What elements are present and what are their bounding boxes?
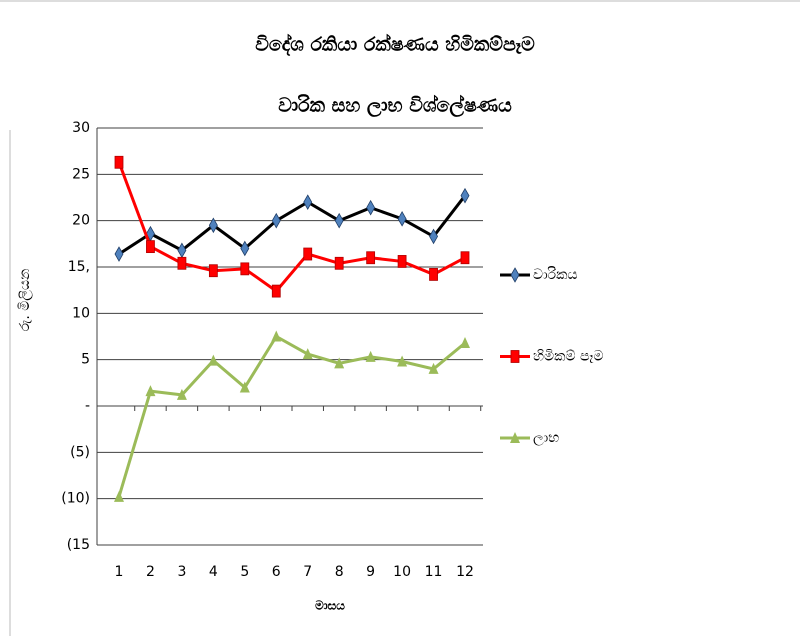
marker (334, 212, 344, 229)
marker (145, 385, 156, 397)
x-tick-label: 1 (115, 564, 124, 580)
marker (177, 242, 187, 259)
y-tick-label: 15, (68, 259, 90, 275)
marker (208, 217, 218, 234)
marker (208, 354, 219, 366)
marker (366, 199, 376, 216)
series-line (117, 334, 466, 498)
y-tick-label: 30 (72, 120, 90, 136)
y-tick-label: (10) (61, 491, 90, 507)
marker (397, 211, 407, 227)
marker (366, 251, 376, 265)
marker (271, 330, 282, 342)
legend-label: ලාභ (533, 430, 559, 446)
marker (114, 490, 124, 502)
y-tick-label: (15 (67, 537, 90, 553)
y-tick-label: 20 (72, 213, 90, 229)
y-axis-label: රු. මිලියන (17, 269, 33, 332)
x-tick-label: 4 (209, 564, 218, 580)
marker (365, 350, 376, 362)
x-axis-label: මාසය (315, 599, 345, 613)
x-tick-label: 12 (456, 564, 474, 580)
x-tick-label: 7 (303, 564, 312, 580)
marker (240, 262, 250, 276)
chart-subtitle: වාරික සහ ලාභ විශ්ලේෂණය (278, 94, 512, 117)
series-line (117, 161, 466, 294)
x-tick-label: 9 (366, 564, 375, 580)
marker (271, 212, 281, 229)
marker (460, 187, 470, 204)
marker (271, 284, 281, 298)
marker (146, 240, 155, 254)
series-line (118, 194, 467, 256)
legend-label: හිමිකම් පෑම (533, 349, 603, 365)
x-tick-label: 11 (425, 564, 443, 580)
marker (240, 240, 250, 257)
marker (460, 336, 470, 348)
marker (460, 251, 470, 265)
x-tick-label: 3 (177, 564, 186, 580)
marker (302, 348, 313, 360)
legend-marker (510, 350, 520, 363)
legend-label: වාරිකය (533, 267, 578, 283)
marker (303, 247, 313, 261)
marker (334, 256, 344, 270)
y-tick-label: 5 (81, 352, 90, 368)
legend-marker (510, 432, 520, 443)
x-tick-label: 10 (393, 564, 411, 580)
x-tick-label: 5 (240, 564, 249, 580)
x-tick-label: 6 (272, 564, 281, 580)
marker (114, 155, 124, 169)
marker (303, 194, 313, 210)
marker (208, 264, 218, 278)
marker (429, 268, 438, 281)
marker (114, 246, 124, 262)
chart-title: විදේශ රකියා රක්ෂණය හිමිකම්පෑම (255, 33, 535, 56)
legend-marker (510, 267, 520, 283)
y-tick-label: 25 (72, 166, 90, 182)
y-tick-label: - (85, 398, 90, 414)
marker (334, 357, 345, 369)
marker (397, 355, 408, 367)
marker (428, 362, 439, 374)
marker (397, 255, 407, 268)
y-tick-label: (5) (70, 444, 90, 460)
x-tick-label: 8 (335, 564, 344, 580)
marker (176, 388, 187, 400)
marker (177, 256, 187, 270)
x-tick-label: 2 (146, 564, 155, 580)
marker (239, 381, 250, 393)
y-tick-label: 10 (72, 305, 90, 321)
marker (429, 228, 439, 245)
